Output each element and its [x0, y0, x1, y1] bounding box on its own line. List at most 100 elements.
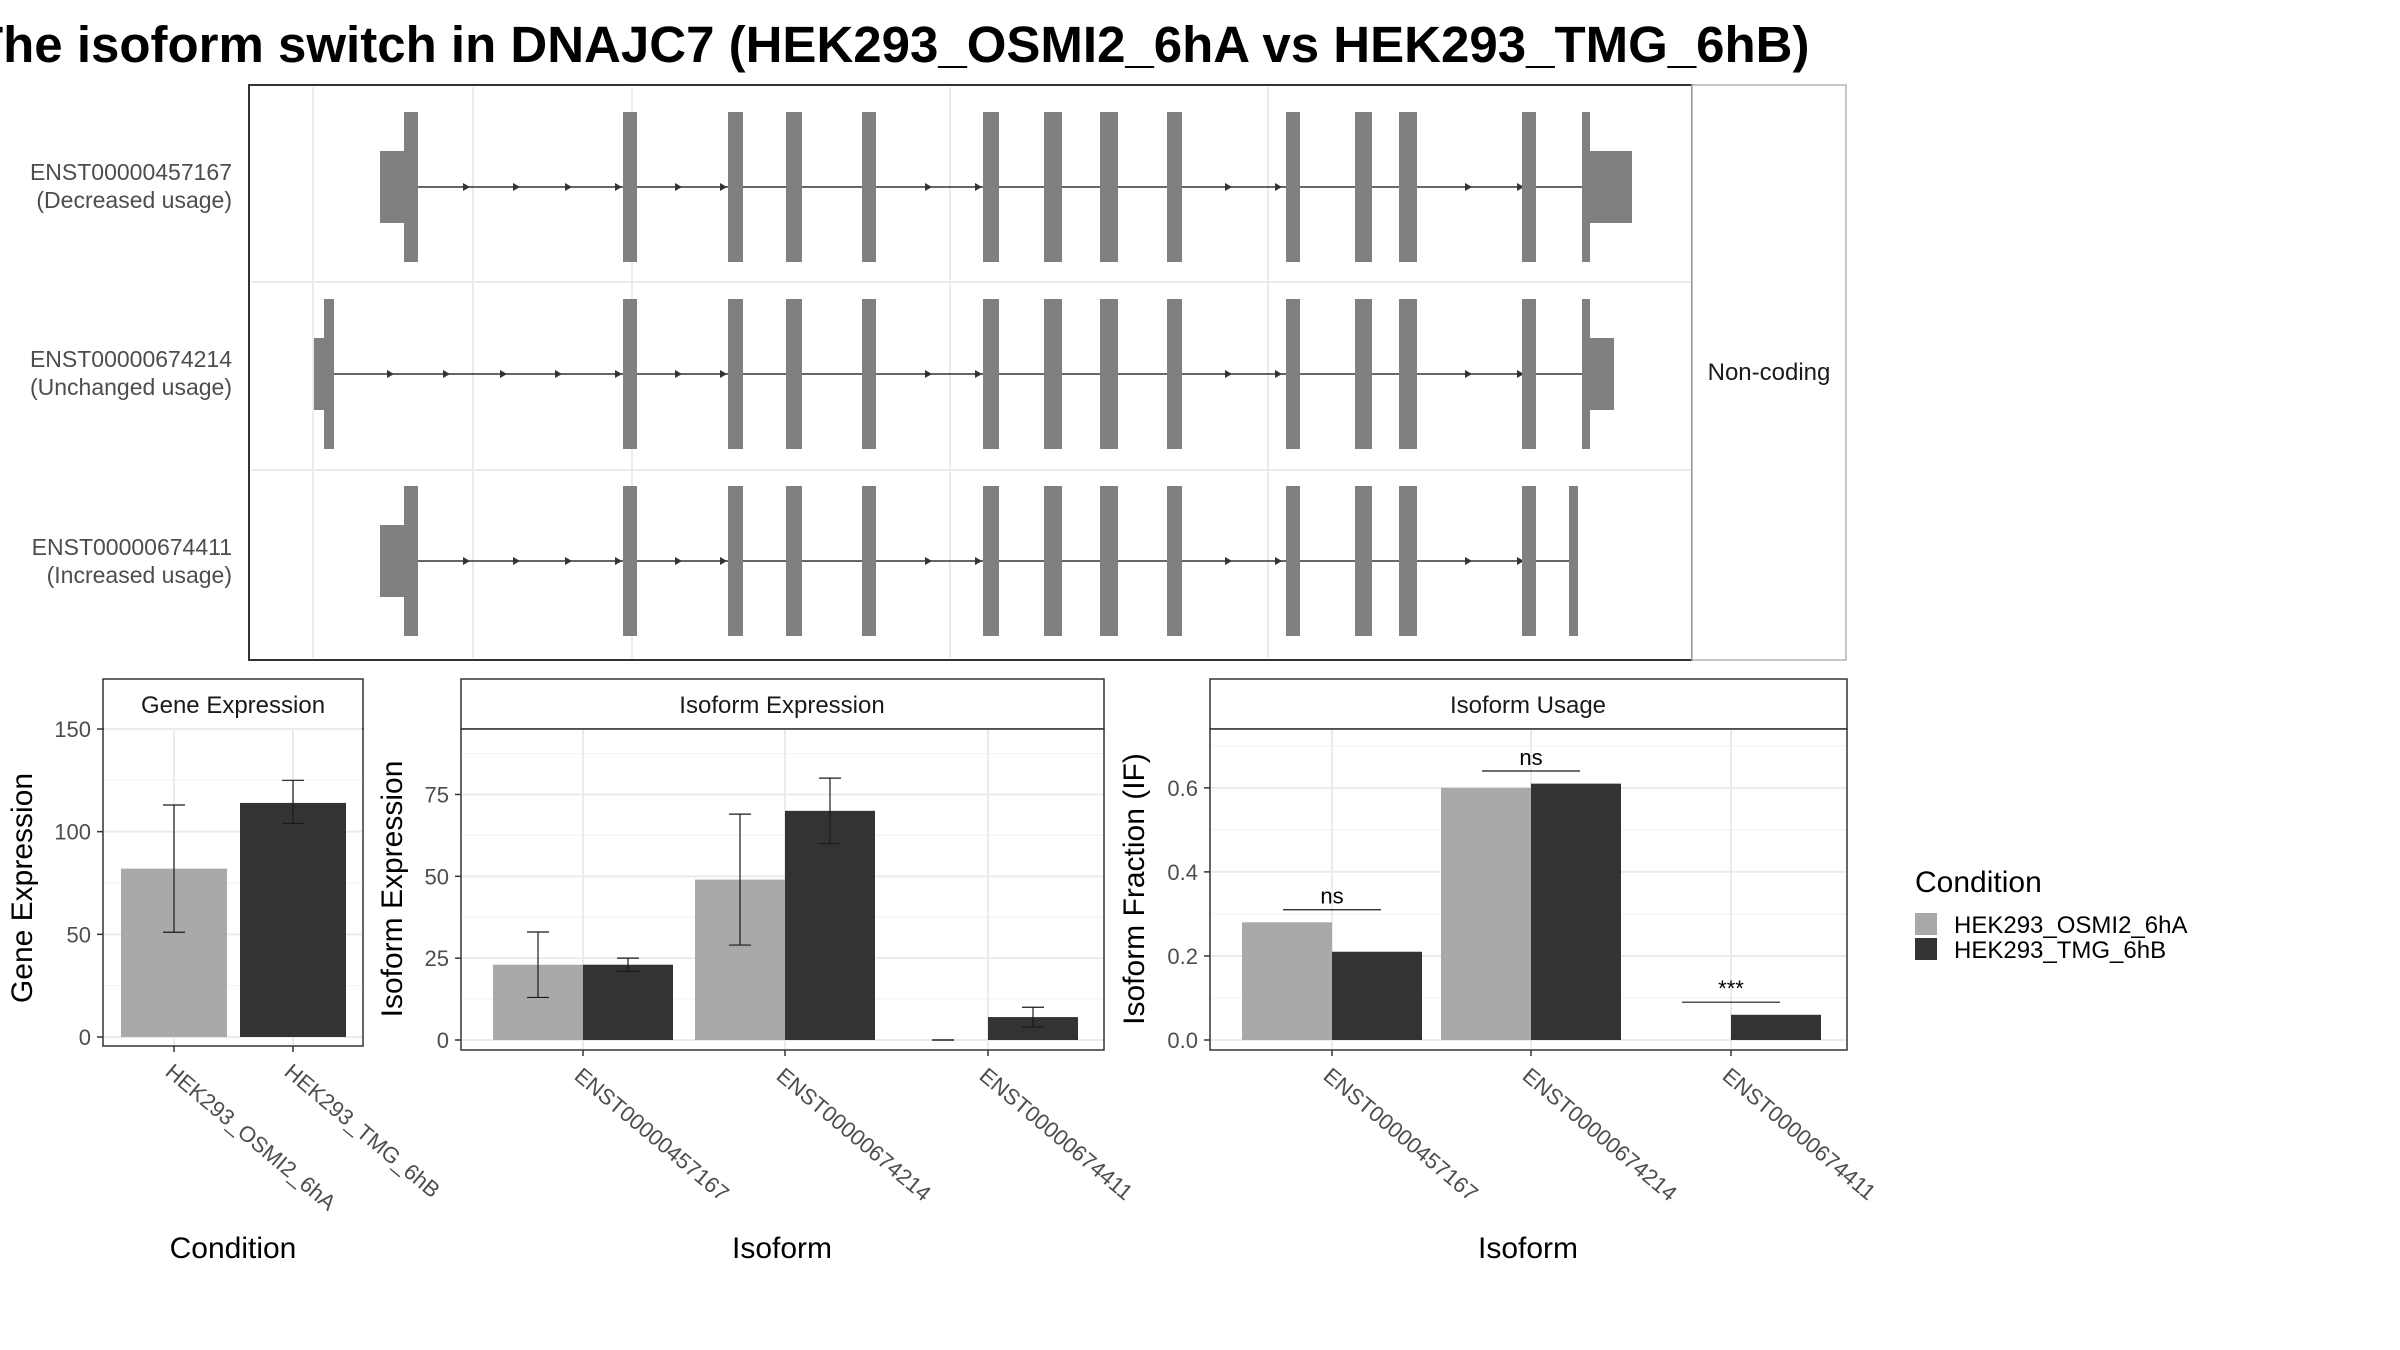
- exon-block: [862, 299, 876, 449]
- exon-block: [1286, 486, 1300, 636]
- strand-arrow: [1465, 557, 1472, 565]
- exon-block: [728, 112, 743, 262]
- error-bar: [163, 804, 185, 933]
- isoform-track-1: [380, 112, 1632, 262]
- y-tick-label: 0: [79, 1025, 91, 1050]
- strand-arrow: [615, 557, 622, 565]
- exon-block: [1167, 486, 1182, 636]
- exon-block: [1044, 299, 1062, 449]
- exon-block: [1590, 151, 1632, 223]
- y-tick-label: 25: [425, 946, 449, 971]
- structure-tracks: [314, 112, 1632, 636]
- exon-block: [1044, 112, 1062, 262]
- significance-annotations: ns ns ***: [1283, 745, 1780, 1003]
- y-ticks: 0 25 50 75: [425, 782, 461, 1053]
- error-bar: [527, 931, 549, 999]
- exon-block: [786, 299, 802, 449]
- transcript-structure-panel: Non-coding ENST00000457167 (Decreased us…: [30, 84, 1847, 661]
- exon-block: [862, 112, 876, 262]
- legend: Condition HEK293_OSMI2_6hA HEK293_TMG_6h…: [1915, 866, 2187, 964]
- y-tick-label: 100: [54, 820, 91, 845]
- strand-arrow: [615, 183, 622, 191]
- y-ticks: 0.0 0.2 0.4 0.6: [1167, 776, 1210, 1053]
- bar-ENST00000674411-HEK293_TMG_6hB: [1731, 1014, 1821, 1040]
- panel-strip: [102, 678, 364, 730]
- error-bar: [617, 957, 639, 972]
- exon-block: [623, 112, 637, 262]
- strand-arrow: [500, 370, 507, 378]
- y-tick-label: 0.0: [1167, 1028, 1198, 1053]
- strand-arrow: [463, 557, 470, 565]
- exon-block: [1355, 112, 1372, 262]
- y-ticks: 0 50 100 150: [54, 717, 103, 1050]
- x-ticks: ENST00000457167 ENST00000674214 ENST000006…: [570, 1050, 1138, 1206]
- strand-arrow: [1465, 183, 1472, 191]
- exon-block: [1399, 486, 1417, 636]
- y-axis-label: Gene Expression: [6, 773, 39, 1003]
- strand-arrow: [720, 557, 727, 565]
- strand-arrow: [1465, 370, 1472, 378]
- significance-label: ns: [1320, 884, 1343, 909]
- legend-title: Condition: [1915, 866, 2042, 899]
- strand-arrow: [1517, 370, 1524, 378]
- exon-block: [1286, 299, 1300, 449]
- strand-arrow: [720, 183, 727, 191]
- bar-ENST00000457167-HEK293_TMG_6hB: [583, 964, 673, 1040]
- strand-arrow: [675, 183, 682, 191]
- exon-block: [380, 525, 404, 597]
- strand-arrow: [925, 557, 932, 565]
- bars: [1242, 783, 1821, 1040]
- exon-block: [728, 299, 743, 449]
- strand-arrow: [387, 370, 394, 378]
- exon-block: [1355, 299, 1372, 449]
- strand-arrow: [1275, 557, 1282, 565]
- exon-block: [1044, 486, 1062, 636]
- strand-arrow: [1275, 370, 1282, 378]
- bars: [121, 779, 346, 1037]
- exon-block: [1569, 486, 1578, 636]
- strand-arrow: [565, 183, 572, 191]
- isoform-expression-panel: Isoform Expression 0 25 50 75 ENST000004571…: [376, 678, 1138, 1265]
- exon-block: [1100, 112, 1118, 262]
- x-tick-label: ENST00000457167: [1319, 1063, 1483, 1206]
- panel-title: Isoform Expression: [679, 692, 884, 719]
- x-axis-label: Isoform: [732, 1232, 832, 1265]
- facet-label: Non-coding: [1708, 359, 1831, 386]
- exon-block: [1582, 112, 1590, 262]
- exon-block: [404, 486, 418, 636]
- bar-ENST00000457167-HEK293_OSMI2_6hA: [1242, 922, 1332, 1040]
- bar-ENST00000674214-HEK293_TMG_6hB: [785, 810, 875, 1040]
- exon-block: [314, 338, 324, 410]
- panel-title: Gene Expression: [141, 692, 325, 719]
- strand-arrow: [925, 183, 932, 191]
- y-tick-label: 0.6: [1167, 776, 1198, 801]
- exon-block: [1100, 299, 1118, 449]
- x-tick-label: ENST00000674214: [1518, 1063, 1682, 1206]
- exon-block: [983, 299, 999, 449]
- exon-block: [1355, 486, 1372, 636]
- x-tick-label: ENST00000457167: [570, 1063, 734, 1206]
- y-tick-label: 0.2: [1167, 944, 1198, 969]
- exon-block: [1522, 486, 1536, 636]
- isoform-track-3: [380, 486, 1578, 636]
- significance-label: ns: [1519, 745, 1542, 770]
- strand-arrow: [565, 557, 572, 565]
- exon-block: [983, 486, 999, 636]
- y-tick-label: 150: [54, 717, 91, 742]
- bar-ENST00000674411-HEK293_TMG_6hB: [988, 1017, 1078, 1040]
- structure-plot-border: [248, 84, 1693, 661]
- bar-HEK293_TMG_6hB: [240, 802, 346, 1037]
- strand-arrow: [675, 370, 682, 378]
- exon-block: [786, 486, 802, 636]
- isoform-label-3: ENST00000674411: [32, 534, 232, 560]
- exon-block: [1522, 299, 1536, 449]
- legend-swatch-a: [1915, 913, 1937, 935]
- exon-block: [728, 486, 743, 636]
- y-axis-label: Isoform Fraction (IF): [1118, 753, 1151, 1025]
- exon-block: [623, 299, 637, 449]
- error-bar: [729, 813, 751, 946]
- exon-block: [786, 112, 802, 262]
- error-bar: [282, 779, 304, 825]
